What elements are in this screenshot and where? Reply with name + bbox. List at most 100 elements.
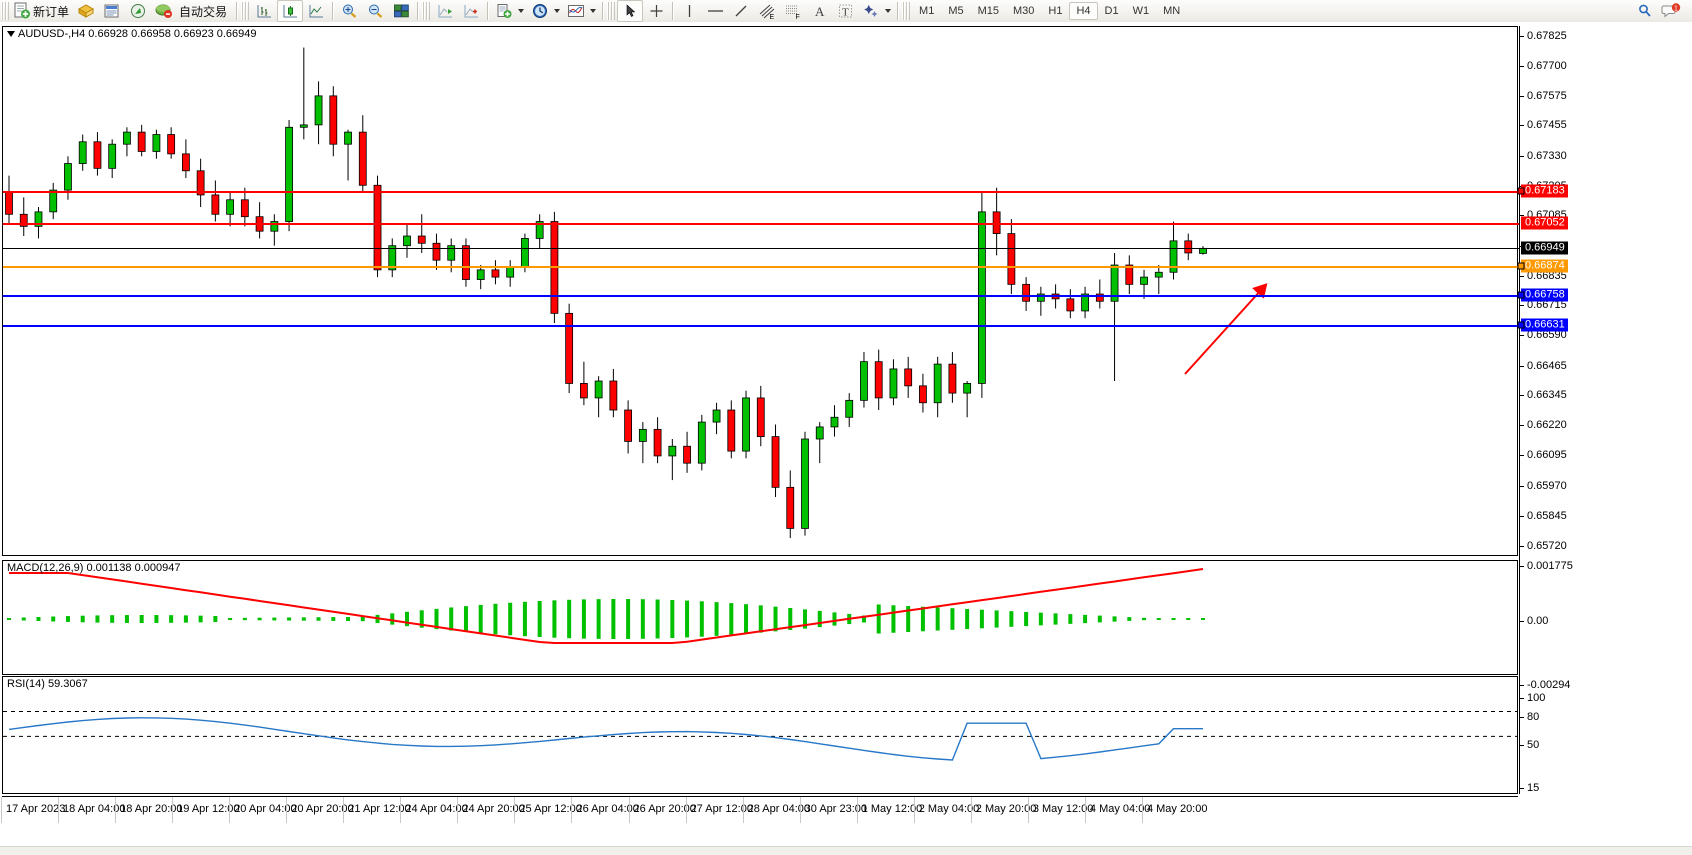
shapes-caret-icon[interactable] xyxy=(885,9,892,13)
new-chart-button[interactable] xyxy=(491,0,517,22)
alerts-badge-count: 1 xyxy=(1674,5,1678,12)
candle-body xyxy=(933,363,942,404)
horizontal-line-button[interactable] xyxy=(702,0,728,22)
drawing-grip[interactable] xyxy=(607,2,616,20)
candle-body xyxy=(535,221,544,239)
chart-shift-icon xyxy=(438,5,452,18)
chart-type-grip[interactable] xyxy=(241,2,250,20)
macd-histogram-bar xyxy=(419,610,424,628)
macd-histogram-bar xyxy=(154,615,159,623)
indicators-button[interactable] xyxy=(563,0,589,22)
wallet-button[interactable] xyxy=(73,0,99,22)
price-tick-label: 0.67575 xyxy=(1527,90,1567,103)
candle-body xyxy=(727,409,736,452)
search-button[interactable] xyxy=(1632,0,1658,22)
equidistant-channel-button[interactable]: E xyxy=(754,0,780,22)
timeframe-w1[interactable]: W1 xyxy=(1132,5,1150,17)
clock-icon xyxy=(533,4,548,18)
candle-body xyxy=(697,421,706,464)
macd-histogram-bar xyxy=(935,607,940,631)
shift-grip[interactable] xyxy=(422,2,431,20)
new-order-button[interactable]: 新订单 xyxy=(11,0,73,22)
auto-scroll-button[interactable] xyxy=(458,0,484,22)
timeframe-d1[interactable]: D1 xyxy=(1104,5,1119,17)
period-button[interactable] xyxy=(527,0,553,22)
cursor-button[interactable] xyxy=(617,0,644,22)
macd-histogram-bar xyxy=(183,615,188,623)
price-tick xyxy=(1519,66,1524,68)
bar-chart-button[interactable] xyxy=(251,0,277,22)
terminal-button[interactable] xyxy=(99,0,125,22)
time-axis-label: 1 May 12:00 xyxy=(861,803,923,815)
candle-body xyxy=(329,95,338,145)
timeframe-h4[interactable]: H4 xyxy=(1069,2,1098,20)
time-axis-label: 19 Apr 12:00 xyxy=(177,803,240,815)
tile-windows-button[interactable] xyxy=(388,0,414,22)
up-arrow-icon[interactable] xyxy=(1184,283,1268,375)
timeframe-m30[interactable]: M30 xyxy=(1013,5,1035,17)
toolbar-grip[interactable] xyxy=(1,2,9,20)
period-caret-icon[interactable] xyxy=(554,9,561,13)
candle-body xyxy=(874,361,883,399)
timeframe-m15[interactable]: M15 xyxy=(977,5,999,17)
vertical-line-button[interactable] xyxy=(676,0,702,22)
price-tick xyxy=(1519,455,1524,457)
zoom-in-icon xyxy=(342,4,356,18)
zoom-in-button[interactable] xyxy=(336,0,362,22)
time-axis[interactable]: 17 Apr 2023 18 Apr 04:00 18 Apr 20:00 19 Ap… xyxy=(1,796,1518,823)
new-chart-caret-icon[interactable] xyxy=(518,9,525,13)
line-chart-button[interactable] xyxy=(303,0,329,22)
macd-histogram-bar xyxy=(714,602,719,636)
price-tick xyxy=(1519,335,1524,337)
chart-menu-triangle-icon[interactable] xyxy=(7,31,15,38)
zoom-out-button[interactable] xyxy=(362,0,388,22)
candle-body xyxy=(815,426,824,440)
price-tick xyxy=(1519,155,1524,157)
text-button[interactable]: T xyxy=(832,0,858,22)
rsi-pane[interactable]: RSI(14) 59.3067 xyxy=(2,676,1518,794)
indicators-caret-icon[interactable] xyxy=(590,9,597,13)
tile-windows-icon xyxy=(393,4,409,18)
macd-histogram-bar xyxy=(7,618,11,620)
timeframe-grip[interactable] xyxy=(902,2,911,20)
candle-body xyxy=(285,126,293,222)
timeframe-m1[interactable]: M1 xyxy=(919,5,935,17)
fibonacci-button[interactable]: F xyxy=(780,0,806,22)
macd-histogram-bar xyxy=(537,601,542,637)
crosshair-button[interactable] xyxy=(643,0,669,22)
timeframe-m5[interactable]: M5 xyxy=(948,5,964,17)
price-axis[interactable]: 0.67825 0.67700 0.67575 0.67455 0.67330 0.672… xyxy=(1519,26,1689,794)
candle-body xyxy=(786,486,795,529)
time-axis-label: 20 Apr 20:00 xyxy=(291,803,354,815)
chart-shift-button[interactable] xyxy=(432,0,458,22)
shapes-button[interactable] xyxy=(858,0,884,22)
chart-container[interactable]: AUDUSD-,H4 0.66928 0.66958 0.66923 0.669… xyxy=(0,22,1692,854)
timeframe-h1[interactable]: H1 xyxy=(1048,5,1063,17)
alerts-button[interactable]: 1 xyxy=(1658,0,1684,22)
indicator-tick xyxy=(1519,685,1524,686)
candle-body xyxy=(373,184,382,271)
text-label-button[interactable]: A xyxy=(806,0,832,22)
price-tick-label: 0.67825 xyxy=(1527,29,1567,42)
macd-histogram-bar xyxy=(80,615,85,623)
candle-body xyxy=(889,368,898,399)
candle-body xyxy=(683,445,691,464)
macd-histogram-bar xyxy=(51,616,56,622)
price-tick xyxy=(1519,35,1524,37)
macd-pane[interactable]: MACD(12,26,9) 0.001138 0.000947 xyxy=(2,560,1518,675)
autotrading-label[interactable]: 自动交易 xyxy=(179,4,228,19)
macd-histogram-bar xyxy=(567,599,572,639)
macd-histogram-bar xyxy=(950,608,955,630)
macd-histogram-bar xyxy=(758,605,763,633)
trendline-button[interactable] xyxy=(728,0,754,22)
timeframe-mn[interactable]: MN xyxy=(1163,5,1181,17)
autotrading-button[interactable] xyxy=(151,0,177,22)
macd-histogram-bar xyxy=(626,599,631,639)
macd-histogram-bar xyxy=(611,599,616,639)
indicator-tick xyxy=(1519,717,1524,718)
candlestick-chart-button[interactable] xyxy=(277,0,304,22)
indicator-tick-label: 0.001775 xyxy=(1527,560,1573,572)
navigator-button[interactable] xyxy=(125,0,151,22)
macd-histogram-bar xyxy=(965,608,970,630)
